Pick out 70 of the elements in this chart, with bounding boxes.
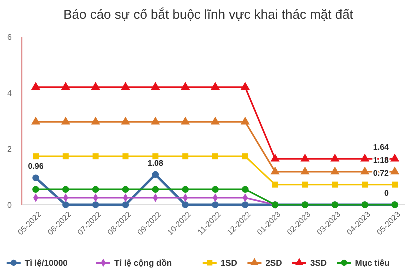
data-label: 0.96 [28,162,44,172]
point [212,202,219,208]
point [360,166,370,175]
legend-label: Mục tiêu [355,258,390,268]
legend-label: Tỉ lệ/10000 [24,258,68,268]
point [332,182,338,188]
point [152,154,159,160]
point [62,154,69,160]
point [300,166,310,175]
point [181,82,190,90]
legend-label: Tỉ lệ cộng dồn [114,258,172,268]
point [182,186,189,193]
y-tick-label: 6 [8,32,13,42]
point [122,202,130,208]
point [240,82,250,90]
point [151,82,160,90]
point [91,116,100,125]
point [242,202,249,208]
point [122,154,129,160]
y-tick-label: 4 [8,88,13,98]
point [210,82,220,90]
point [152,171,160,178]
point [362,182,368,188]
point [61,82,70,90]
point [240,116,250,125]
point [242,154,248,160]
point [92,202,100,208]
point [32,186,40,193]
point [182,154,189,160]
point [182,202,189,208]
point [330,154,340,162]
point [122,186,130,193]
data-label: 1.64 [373,143,390,152]
point [181,116,190,125]
point [390,154,400,162]
point [62,202,70,208]
y-tick-label: 0 [8,200,13,210]
point [91,82,100,90]
point [330,166,340,175]
point [270,166,280,175]
point [360,154,370,162]
point [151,116,160,125]
chart-title: Báo cáo sự cố bắt buộc lĩnh vực khai thác mặt đất [64,7,354,22]
data-label: 0 [384,189,390,198]
point [62,186,70,193]
legend-label: 1SD [220,258,238,268]
y-tick-label: 2 [8,144,13,154]
point [31,116,41,125]
point [33,154,39,160]
legend-label: 3SD [310,258,328,268]
data-label: 1.08 [148,158,164,168]
point [302,182,308,188]
point [212,154,218,160]
point [300,154,310,162]
point [210,116,220,125]
point [92,186,100,193]
point [390,166,400,175]
point [272,182,278,188]
point [121,82,130,90]
point [32,174,40,182]
legend-label: 2SD [266,258,282,268]
point [92,154,99,160]
point [31,82,41,90]
point [121,116,130,125]
point [270,154,280,162]
point [152,186,160,193]
point [61,116,70,125]
point [212,186,219,193]
point [242,186,249,193]
point [392,182,398,188]
